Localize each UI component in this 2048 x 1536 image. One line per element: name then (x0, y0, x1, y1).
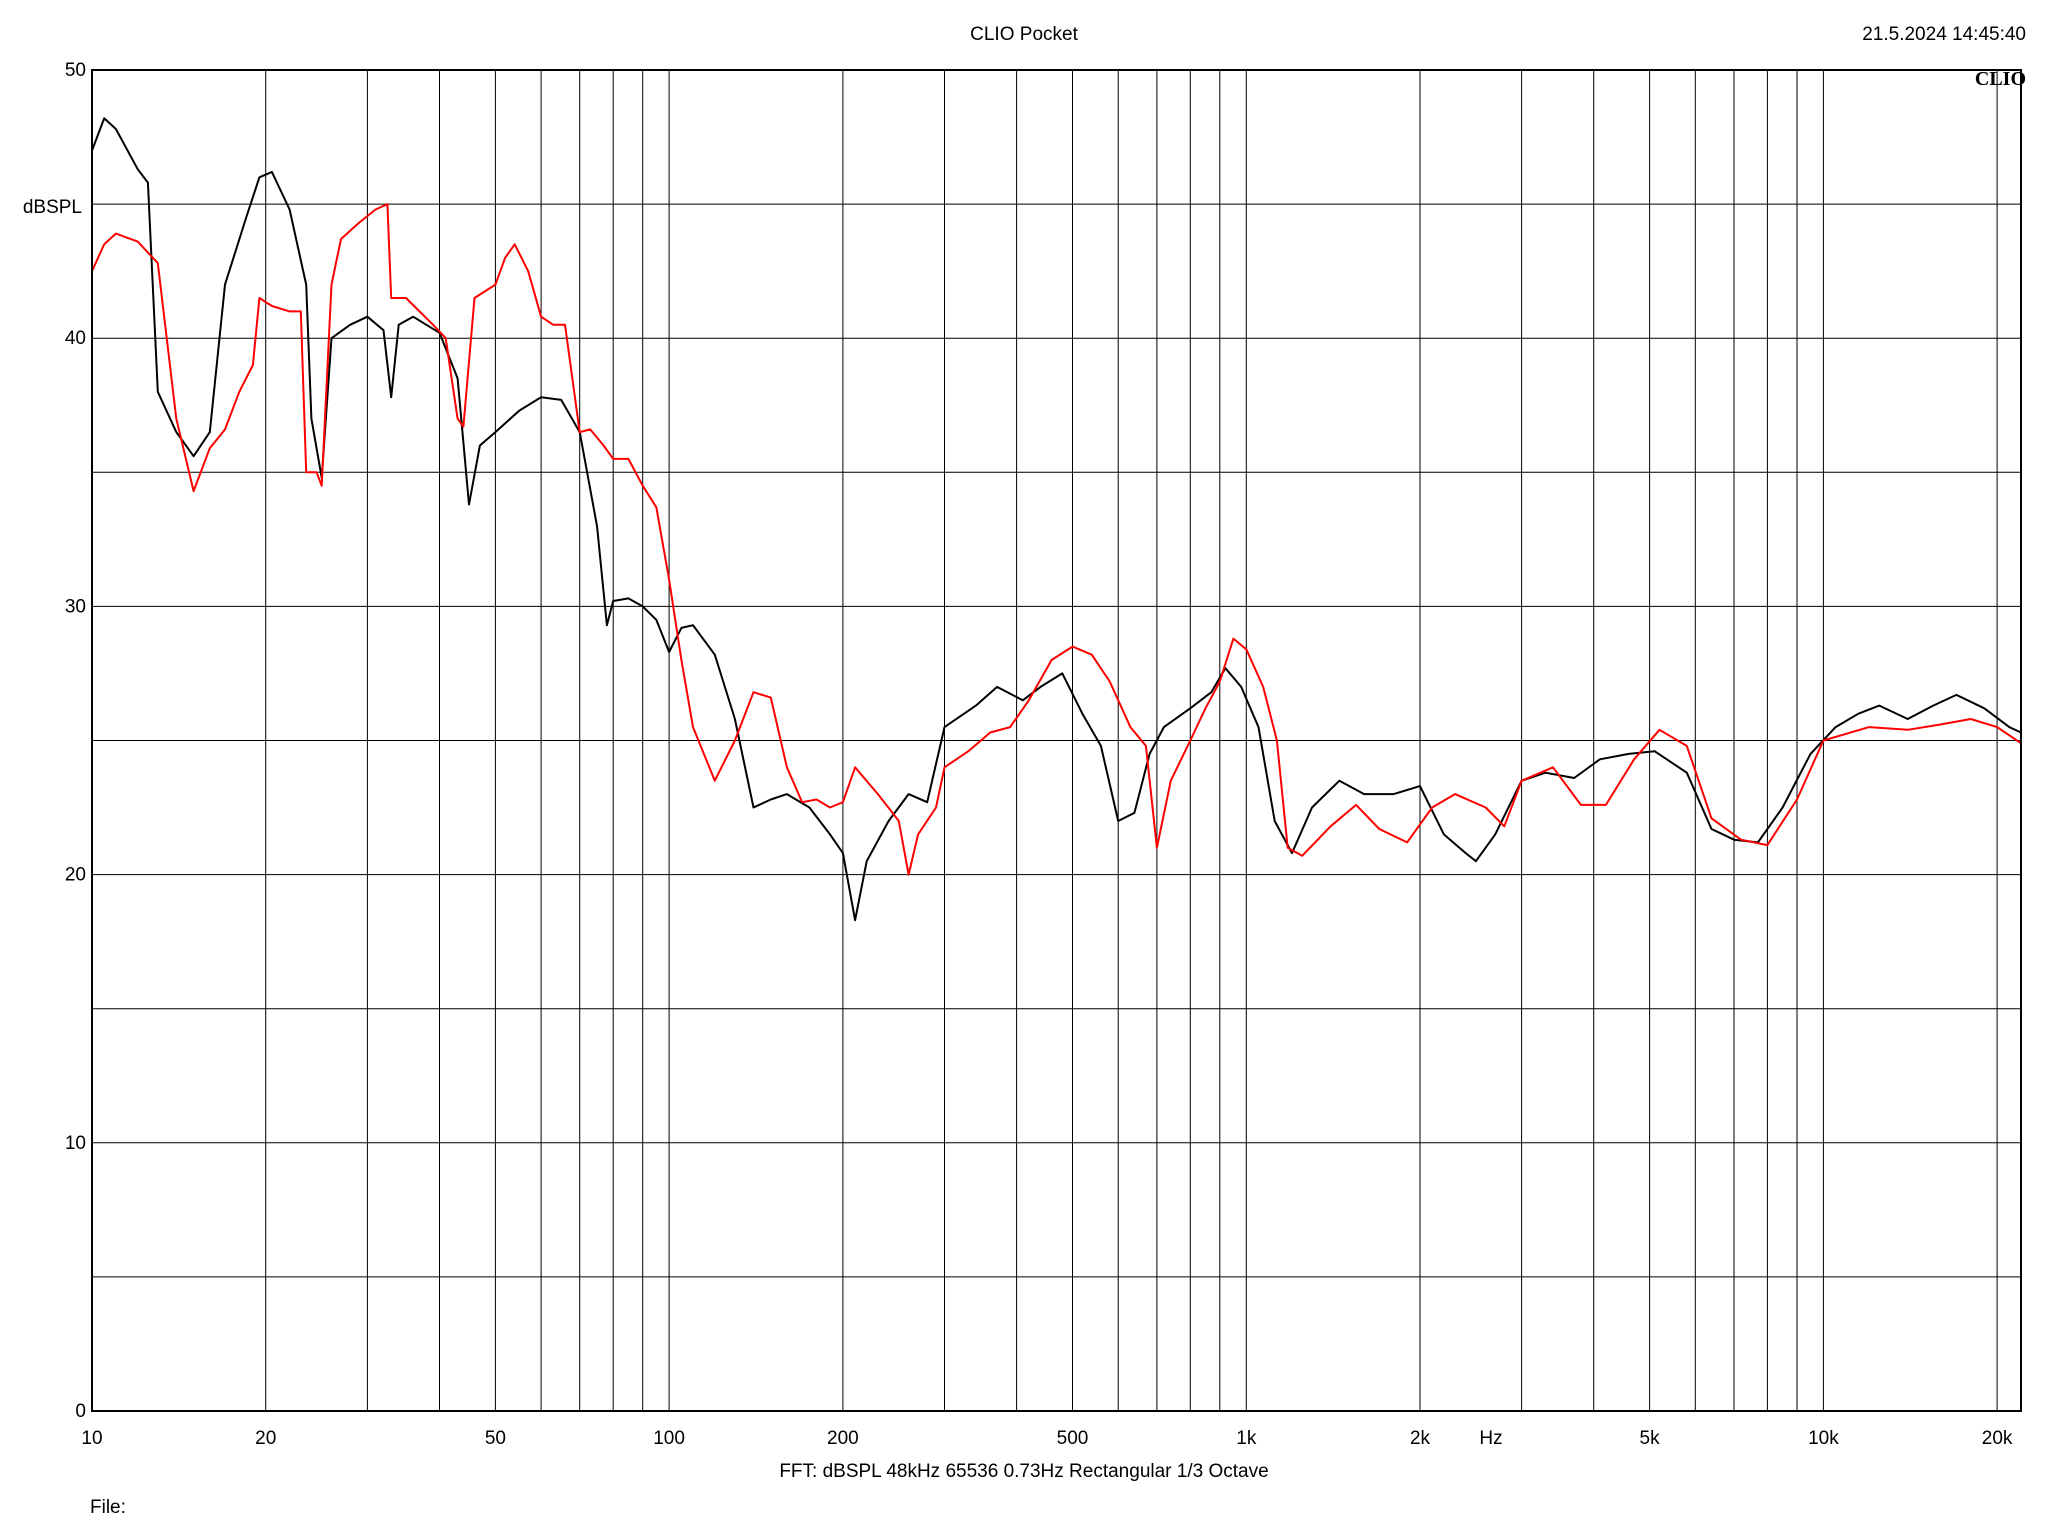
timestamp: 21.5.2024 14:45:40 (1862, 24, 2026, 45)
tick-labels: 10 20 50 100 200 500 1k 2k 5k 10k 20k 0 10 20 30 40 50 (65, 60, 2013, 1449)
brand-logo: CLIO (1974, 68, 2026, 90)
file-label: File: (90, 1497, 126, 1518)
x-tick-label: 20k (1982, 1428, 2013, 1449)
x-tick-label: 500 (1057, 1428, 1089, 1449)
grid (92, 70, 2021, 1411)
y-tick-label: 40 (65, 328, 86, 349)
x-tick-label: 10k (1808, 1428, 1839, 1449)
y-axis-label: dBSPL (23, 197, 82, 218)
y-tick-label: 20 (65, 865, 86, 886)
y-tick-label: 50 (65, 60, 86, 81)
y-tick-label: 10 (65, 1133, 86, 1154)
x-tick-label: 1k (1236, 1428, 1257, 1449)
x-axis-label: Hz (1479, 1428, 1502, 1449)
chart-title: CLIO Pocket (970, 24, 1078, 45)
series-line-1 (91, 117, 2022, 922)
measurement-info: FFT: dBSPL 48kHz 65536 0.73Hz Rectangula… (779, 1461, 1269, 1482)
x-tick-label: 200 (827, 1428, 859, 1449)
y-tick-label: 30 (65, 596, 86, 617)
series-line-2 (91, 203, 2022, 876)
y-tick-label: 0 (75, 1401, 86, 1422)
x-tick-label: 100 (653, 1428, 685, 1449)
x-tick-label: 10 (81, 1428, 102, 1449)
plot-frame (91, 69, 2022, 1412)
x-tick-label: 5k (1640, 1428, 1661, 1449)
x-tick-label: 50 (485, 1428, 506, 1449)
series-layer (91, 117, 2022, 922)
x-tick-label: 2k (1410, 1428, 1431, 1449)
x-tick-label: 20 (255, 1428, 276, 1449)
